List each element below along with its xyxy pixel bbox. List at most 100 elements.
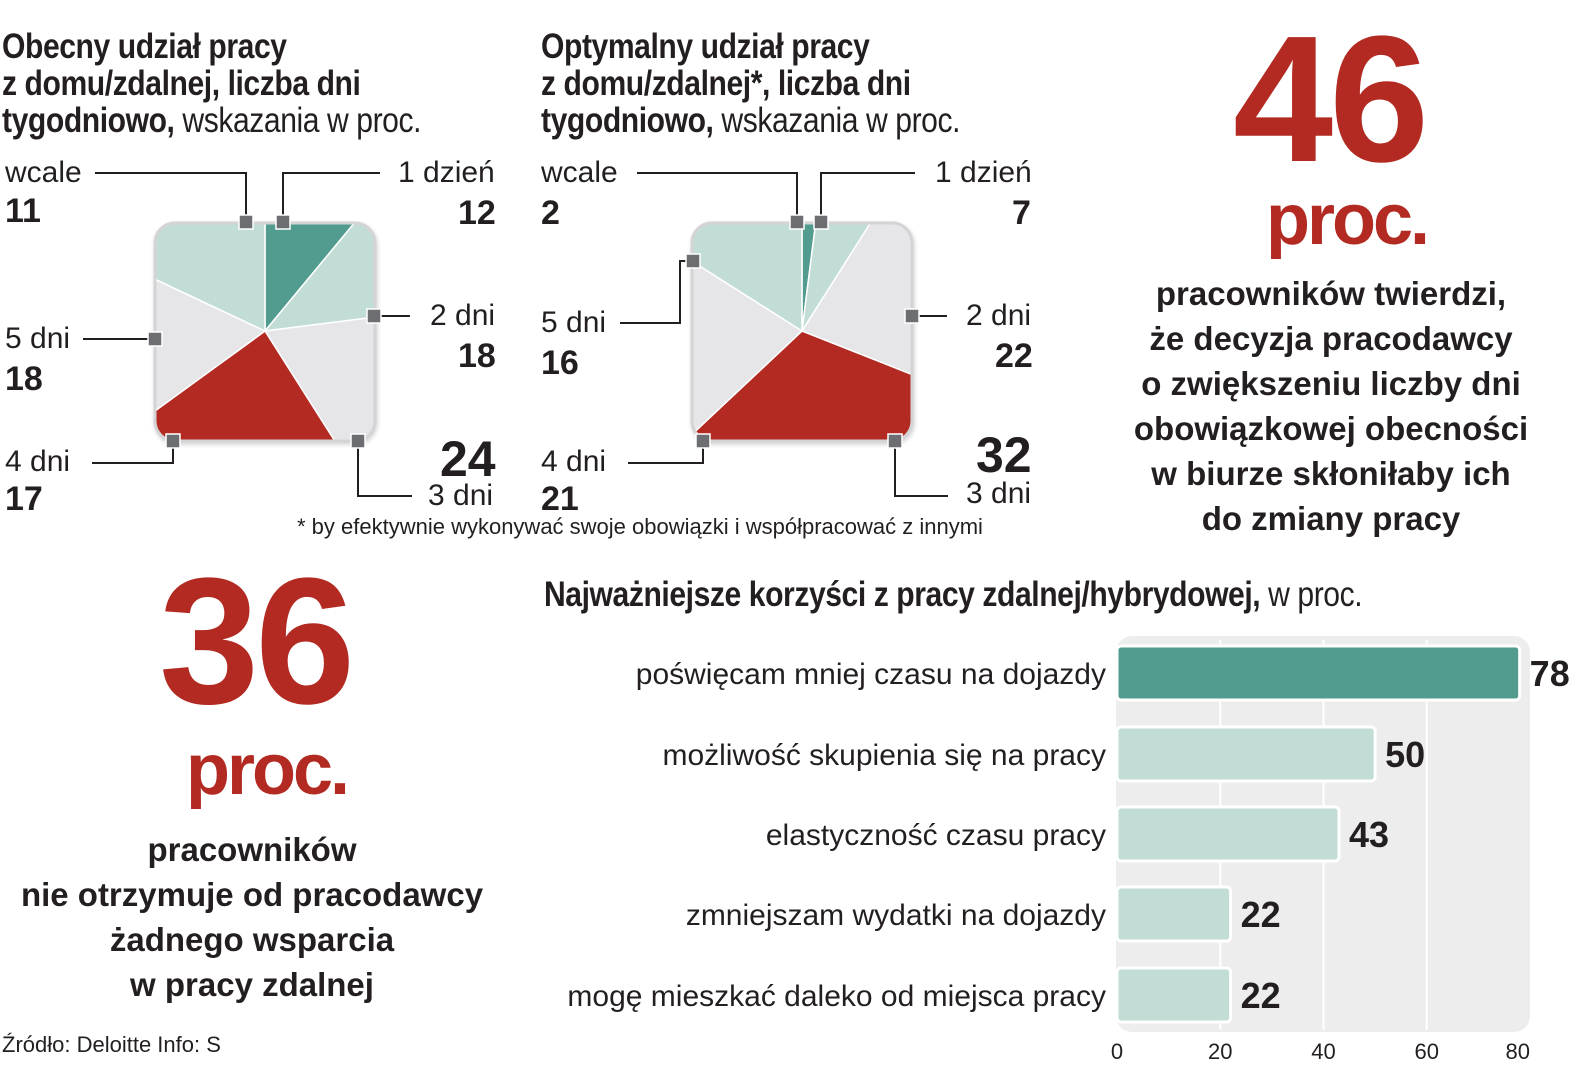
bar — [1115, 644, 1522, 702]
right-label-d3: 3 dni — [966, 477, 1032, 510]
left-pie-title-light: wskazania w proc. — [174, 101, 422, 140]
right-pie-slice-2-dni — [800, 223, 912, 417]
right-value-d5: 16 — [541, 344, 579, 382]
bar-chart-ticks: 0 20 40 60 80 — [1111, 1039, 1530, 1064]
right-pie-chart — [690, 221, 914, 443]
stat-46-text-line5: w biurze skłoniłaby ich — [1151, 455, 1511, 492]
leader-right-d3 — [894, 441, 948, 497]
marker-right-d4 — [695, 433, 711, 449]
marker-left-d5 — [147, 331, 163, 347]
stat-46-text-line6: do zmiany pracy — [1201, 500, 1461, 537]
x-tick-label: 80 — [1506, 1039, 1530, 1064]
right-label-d1: 1 dzień — [935, 156, 1032, 189]
left-pie-title-bold: tygodniowo, — [2, 101, 175, 140]
bar-value-label: 22 — [1241, 894, 1281, 935]
right-value-d3: 32 — [976, 427, 1032, 483]
stat-46-text-line3: o zwiększeniu liczby dni — [1141, 365, 1521, 402]
bar-chart-categories: poświęcam mniej czasu na dojazdy możliwoś… — [567, 658, 1106, 1013]
left-pie-markers — [147, 214, 382, 449]
marker-left-d3 — [350, 433, 366, 449]
leader-left-d1 — [282, 172, 380, 222]
stat-46-number: 46 — [1233, 0, 1429, 200]
right-pie-title-line2: z domu/zdalnej*, liczba dni — [541, 64, 911, 103]
leader-right-d1 — [820, 172, 915, 222]
bar-category-label: poświęcam mniej czasu na dojazdy — [636, 658, 1106, 691]
bar — [1115, 966, 1233, 1024]
left-value-d1: 12 — [458, 194, 496, 232]
right-label-d4: 4 dni — [541, 445, 607, 478]
bar-chart-title-bold: Najważniejsze korzyści z pracy zdalnej/h… — [544, 575, 1261, 614]
marker-right-d5 — [685, 253, 701, 269]
left-pie-slice-wcale — [264, 223, 375, 334]
x-tick-label: 60 — [1415, 1039, 1439, 1064]
left-label-d1: 1 dzień — [398, 156, 495, 189]
left-pie-title: Obecny udział pracy z domu/zdalnej, licz… — [2, 28, 489, 139]
bar — [1115, 885, 1233, 943]
stat-36-text-line4: w pracy zdalnej — [130, 966, 374, 1003]
right-value-wcale: 2 — [541, 194, 560, 232]
right-pie-slice-1-dzien — [801, 223, 912, 332]
stat-36-number: 36 — [159, 541, 355, 742]
footnote: * by efektywnie wykonywać swoje obowiązk… — [297, 514, 983, 539]
left-pie-slice-1-dzien — [263, 223, 375, 332]
right-label-d5: 5 dni — [541, 306, 607, 339]
right-pie-title: Optymalny udział pracy z domu/zdalnej*, … — [541, 28, 1028, 139]
marker-left-d1 — [275, 214, 291, 230]
bar-value-label: 22 — [1241, 975, 1281, 1016]
right-value-d1: 7 — [1012, 194, 1031, 232]
leader-left-d3 — [357, 441, 412, 497]
stat-36-unit: proc. — [186, 730, 350, 810]
stat-36-text-line3: żadnego wsparcia — [109, 921, 395, 958]
right-pie-markers — [685, 214, 920, 449]
stat-46-text-line2: że decyzja pracodawcy — [1149, 320, 1513, 357]
bar-chart-title-light: w proc. — [1260, 575, 1363, 614]
marker-right-d1 — [813, 214, 829, 230]
x-tick-label: 40 — [1311, 1039, 1335, 1064]
left-label-d4: 4 dni — [5, 445, 71, 478]
leader-left-wcale — [95, 172, 247, 222]
bar-value-label: 43 — [1349, 814, 1389, 855]
right-label-d2: 2 dni — [966, 299, 1032, 332]
right-pie-title-line1: Optymalny udział pracy — [541, 27, 870, 66]
right-label-wcale: wcale — [541, 156, 618, 189]
right-value-d2: 22 — [995, 337, 1033, 375]
bar-category-label: możliwość skupienia się na pracy — [662, 739, 1106, 772]
bar-chart-bars — [1115, 644, 1522, 1024]
bar-category-label: mogę mieszkać daleko od miejsca pracy — [567, 980, 1106, 1013]
left-value-d4: 17 — [5, 480, 43, 518]
leader-right-wcale — [637, 172, 798, 222]
left-label-d5: 5 dni — [5, 322, 71, 355]
left-pie-slice-2-dni — [263, 301, 375, 441]
x-tick-label: 20 — [1208, 1039, 1232, 1064]
marker-right-wcale — [789, 214, 805, 230]
stat-46-text-line4: obowiązkowej obecności — [1133, 410, 1529, 447]
bar-value-label: 78 — [1530, 653, 1570, 694]
left-pie-title-line1: Obecny udział pracy — [2, 27, 287, 66]
left-pie-slice-5-dni — [155, 223, 266, 333]
left-value-d5: 18 — [5, 360, 43, 398]
marker-right-d2 — [904, 308, 920, 324]
stat-36-text-line2: nie otrzymuje od pracodawcy — [20, 876, 484, 913]
x-tick-label: 0 — [1111, 1039, 1123, 1064]
stat-46-unit: proc. — [1266, 180, 1430, 260]
source-line: Źródło: Deloitte Info: S — [2, 1032, 221, 1057]
stat-46-text: pracowników twierdzi, że decyzja pracoda… — [1101, 271, 1561, 541]
left-label-d2: 2 dni — [430, 299, 496, 332]
right-pie-slice-5-dni — [692, 223, 803, 333]
right-pie-title-light: wskazania w proc. — [713, 101, 961, 140]
bar-value-label: 50 — [1385, 734, 1425, 775]
bar-chart-value-labels: 78 50 43 22 22 — [1241, 653, 1570, 1016]
marker-left-d4 — [165, 433, 181, 449]
bar — [1115, 805, 1341, 863]
bar-chart-title: Najważniejsze korzyści z pracy zdalnej/h… — [544, 576, 1495, 613]
left-label-wcale: wcale — [5, 156, 82, 189]
stat-36-text-line1: pracowników — [147, 831, 357, 868]
left-value-d3: 24 — [440, 431, 496, 487]
stat-46-text-line1: pracowników twierdzi, — [1155, 275, 1507, 312]
marker-right-d3 — [887, 433, 903, 449]
right-pie-leaders — [620, 172, 948, 497]
left-label-d3: 3 dni — [428, 479, 494, 512]
bar — [1115, 725, 1377, 783]
right-pie-title-bold: tygodniowo, — [541, 101, 714, 140]
